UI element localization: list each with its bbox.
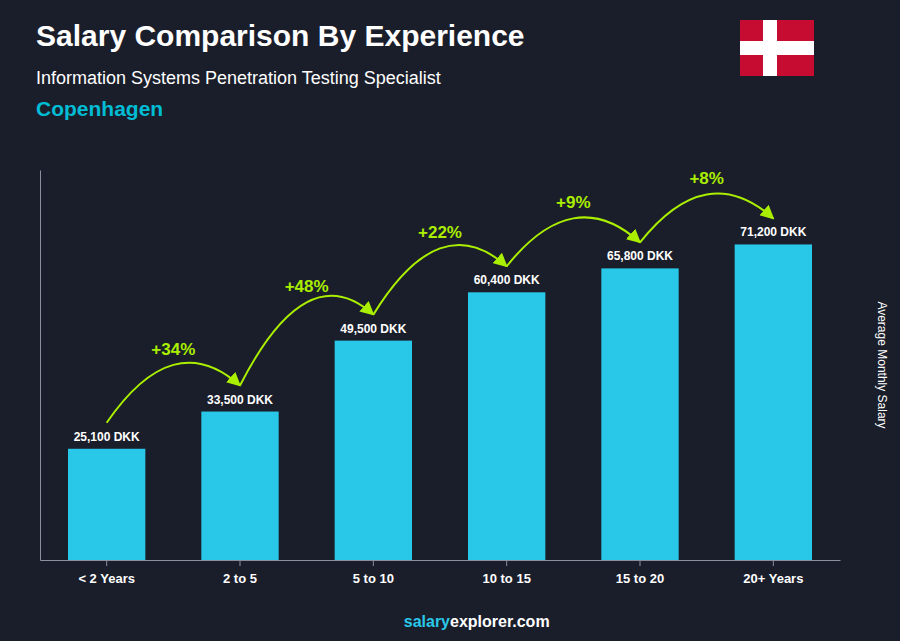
change-label: +8% — [689, 169, 724, 188]
value-label: 25,100 DKK — [74, 430, 140, 444]
change-label: +34% — [151, 340, 195, 359]
bar — [201, 412, 278, 560]
change-arrow — [507, 217, 640, 266]
title: Salary Comparison By Experience — [36, 19, 525, 52]
x-tick: < 2 Years — [78, 560, 135, 586]
value-label: 71,200 DKK — [740, 225, 806, 239]
y-axis-title: Average Monthly Salary — [875, 301, 889, 428]
plot: < 2 Years 2 to 5 5 to 10 10 to 15 15 to 20 20… — [41, 169, 841, 586]
x-tick-mark — [640, 560, 641, 566]
x-tick-mark — [106, 560, 107, 566]
value-label: 60,400 DKK — [474, 273, 540, 287]
y-axis-line — [40, 171, 41, 561]
change-arrow — [107, 363, 240, 423]
x-axis: < 2 Years 2 to 5 5 to 10 10 to 15 15 to 20 20… — [41, 560, 841, 586]
x-tick-label: 2 to 5 — [223, 571, 257, 586]
bar — [335, 341, 412, 560]
chart: Salary Comparison By Experience Informati… — [0, 0, 900, 641]
x-tick-label: 20+ Years — [743, 571, 803, 586]
x-tick-mark — [373, 560, 374, 566]
change-label: +22% — [418, 223, 462, 242]
x-axis-line — [41, 560, 841, 561]
change-arrow — [373, 245, 506, 315]
change-arrow — [640, 193, 773, 242]
watermark: explorer.com — [450, 613, 550, 630]
flag-field — [740, 20, 814, 76]
value-label: 65,800 DKK — [607, 249, 673, 263]
flag-cross — [763, 20, 777, 76]
change-label: +48% — [285, 277, 329, 296]
value-label: 33,500 DKK — [207, 393, 273, 407]
subtitle: Information Systems Penetration Testing … — [36, 68, 441, 88]
bars — [68, 244, 812, 560]
flag — [740, 20, 814, 76]
x-tick: 2 to 5 — [223, 560, 257, 586]
bar — [468, 292, 545, 560]
x-tick: 15 to 20 — [616, 560, 664, 586]
y-axis — [40, 171, 41, 561]
value-label: 49,500 DKK — [340, 322, 406, 336]
bar — [68, 449, 145, 560]
x-tick-label: 10 to 15 — [482, 571, 530, 586]
bar — [735, 244, 812, 560]
x-tick: 5 to 10 — [353, 560, 394, 586]
change-label: +9% — [556, 193, 591, 212]
bar — [601, 268, 678, 560]
x-tick: 20+ Years — [743, 560, 803, 586]
x-tick-label: < 2 Years — [78, 571, 135, 586]
background — [0, 0, 900, 641]
watermark: salary — [404, 613, 450, 630]
x-tick-label: 5 to 10 — [353, 571, 394, 586]
x-tick-mark — [506, 560, 507, 566]
x-tick-mark — [240, 560, 241, 566]
change-arrow — [240, 296, 373, 386]
city: Copenhagen — [36, 97, 163, 120]
x-tick-mark — [773, 560, 774, 566]
x-tick-label: 15 to 20 — [616, 571, 664, 586]
x-tick: 10 to 15 — [482, 560, 530, 586]
